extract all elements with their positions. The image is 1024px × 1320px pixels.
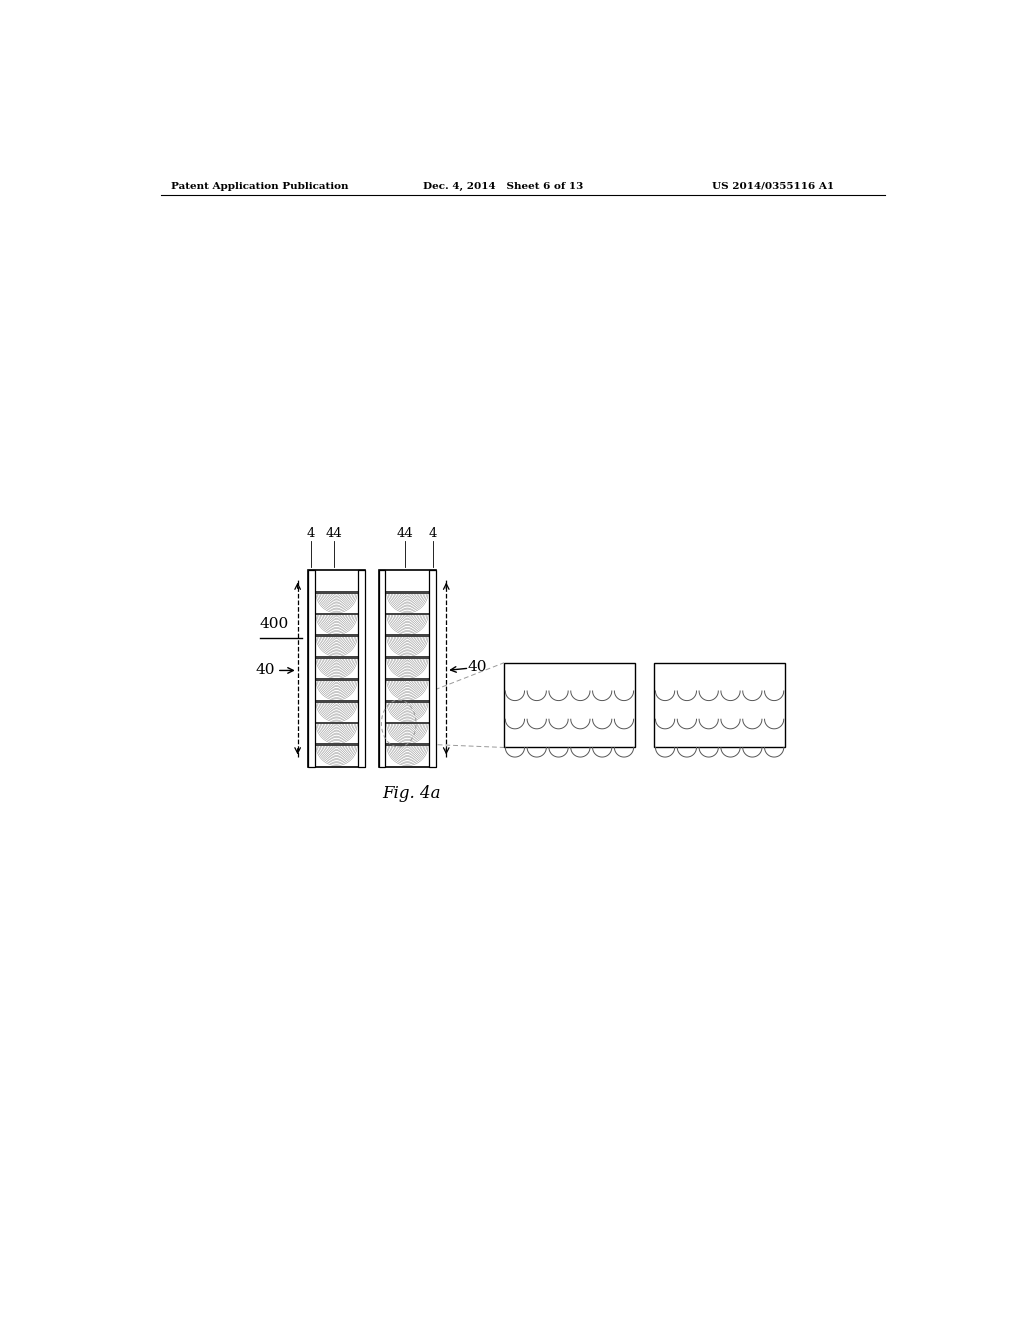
Bar [358,570,366,767]
Text: US 2014/0355116 A1: US 2014/0355116 A1 [712,182,834,190]
Bar [314,743,358,746]
Text: Dec. 4, 2014   Sheet 6 of 13: Dec. 4, 2014 Sheet 6 of 13 [423,182,584,190]
Bar [314,612,358,615]
Bar [429,570,436,767]
Bar [307,570,366,767]
Bar [504,663,635,747]
Text: 44: 44 [397,527,414,540]
Bar [314,700,358,702]
Bar [385,635,429,638]
Bar [385,722,429,725]
Bar [385,591,429,594]
Text: Fig. 4a: Fig. 4a [382,785,441,803]
Bar [385,656,429,659]
Bar [314,635,358,638]
Bar [314,722,358,725]
Bar [385,612,429,615]
Text: 4: 4 [307,527,315,540]
Text: 4: 4 [429,527,437,540]
Text: Patent Application Publication: Patent Application Publication [171,182,348,190]
Text: 40: 40 [468,660,487,673]
Bar [314,678,358,681]
Bar [385,700,429,702]
Bar [379,570,436,767]
Text: 40: 40 [256,664,275,677]
Bar [307,570,314,767]
Bar [385,678,429,681]
Text: 44: 44 [326,527,343,540]
Bar [314,591,358,594]
Bar [654,663,785,747]
Text: 400: 400 [260,618,289,631]
Bar [314,656,358,659]
Bar [385,743,429,746]
Bar [379,570,385,767]
